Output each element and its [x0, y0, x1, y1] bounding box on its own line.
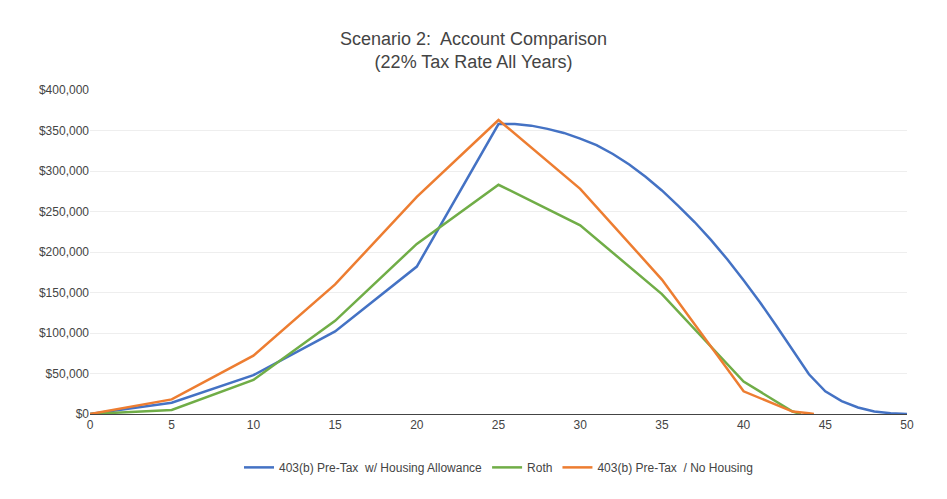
svg-text:$0: $0: [76, 407, 90, 421]
svg-text:Scenario 2: Account Compariso: Scenario 2: Account Comparison(22% Tax R…: [340, 29, 607, 72]
svg-text:15: 15: [328, 418, 342, 432]
svg-text:403(b) Pre-Tax / No Housing: 403(b) Pre-Tax / No Housing: [597, 461, 752, 475]
svg-text:$150,000: $150,000: [39, 286, 89, 300]
svg-text:45: 45: [819, 418, 833, 432]
svg-text:30: 30: [574, 418, 588, 432]
svg-text:403(b) Pre-Tax w/ Housing All: 403(b) Pre-Tax w/ Housing Allowance: [279, 461, 482, 475]
svg-text:40: 40: [737, 418, 751, 432]
svg-text:$50,000: $50,000: [46, 367, 90, 381]
svg-text:35: 35: [655, 418, 669, 432]
svg-text:$400,000: $400,000: [39, 83, 89, 97]
svg-text:20: 20: [410, 418, 424, 432]
svg-text:10: 10: [247, 418, 261, 432]
svg-text:$250,000: $250,000: [39, 205, 89, 219]
svg-text:0: 0: [87, 418, 94, 432]
svg-text:50: 50: [900, 418, 914, 432]
svg-text:$350,000: $350,000: [39, 124, 89, 138]
svg-text:5: 5: [168, 418, 175, 432]
svg-text:Roth: Roth: [527, 461, 552, 475]
svg-text:$100,000: $100,000: [39, 326, 89, 340]
svg-text:$300,000: $300,000: [39, 164, 89, 178]
svg-text:25: 25: [492, 418, 506, 432]
svg-text:$200,000: $200,000: [39, 245, 89, 259]
